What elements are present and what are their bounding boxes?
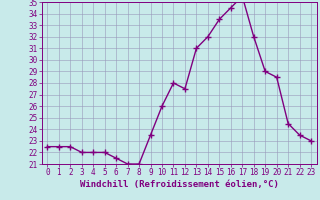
X-axis label: Windchill (Refroidissement éolien,°C): Windchill (Refroidissement éolien,°C) — [80, 180, 279, 189]
